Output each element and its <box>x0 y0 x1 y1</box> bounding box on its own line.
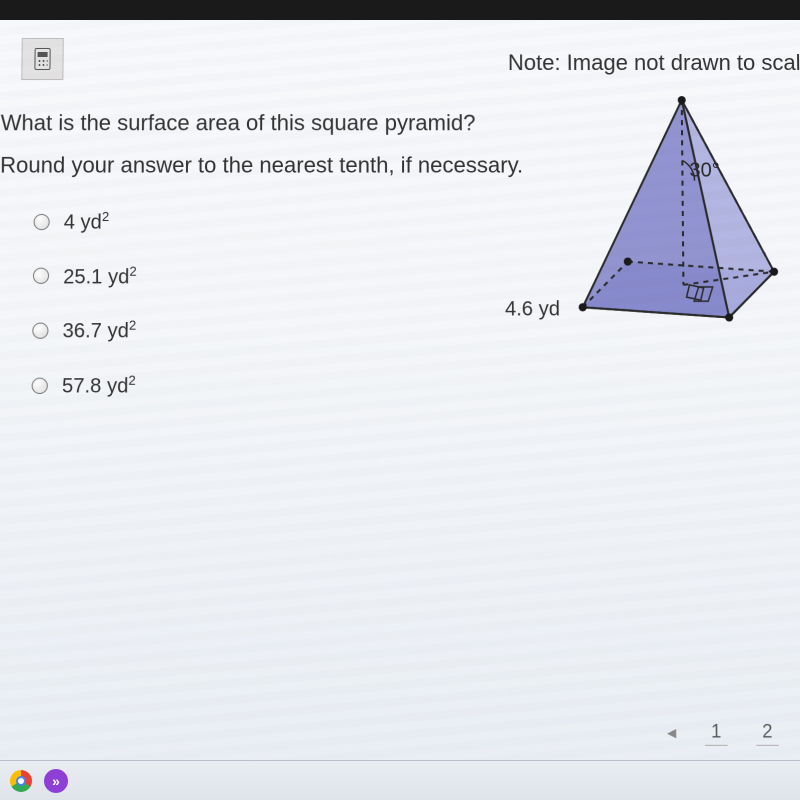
option-d[interactable]: 57.8 yd2 <box>31 373 800 399</box>
option-label: 25.1 yd2 <box>63 263 137 289</box>
chrome-icon[interactable] <box>10 770 32 792</box>
quiz-screen: Note: Image not drawn to scal What is th… <box>0 20 800 777</box>
calculator-icon <box>34 48 50 70</box>
pagination: ◂ 1 2 <box>667 719 779 746</box>
taskbar: » <box>0 760 800 800</box>
radio-icon <box>32 323 48 339</box>
page-2[interactable]: 2 <box>756 719 779 746</box>
scale-note: Note: Image not drawn to scal <box>508 50 800 76</box>
svg-text:30°: 30° <box>689 159 720 181</box>
calculator-button[interactable] <box>21 38 64 80</box>
option-label: 36.7 yd2 <box>62 318 136 344</box>
prev-arrow-icon[interactable]: ◂ <box>667 721 676 743</box>
base-length-label: 4.6 yd <box>505 298 560 321</box>
radio-icon <box>33 214 49 230</box>
radio-icon <box>32 377 48 393</box>
option-label: 4 yd2 <box>64 209 110 235</box>
pyramid-figure: 4.6 yd 30° <box>496 90 800 353</box>
radio-icon <box>33 268 49 284</box>
expand-tray-icon[interactable]: » <box>44 769 68 793</box>
page-1[interactable]: 1 <box>705 719 728 746</box>
option-label: 57.8 yd2 <box>62 373 136 399</box>
